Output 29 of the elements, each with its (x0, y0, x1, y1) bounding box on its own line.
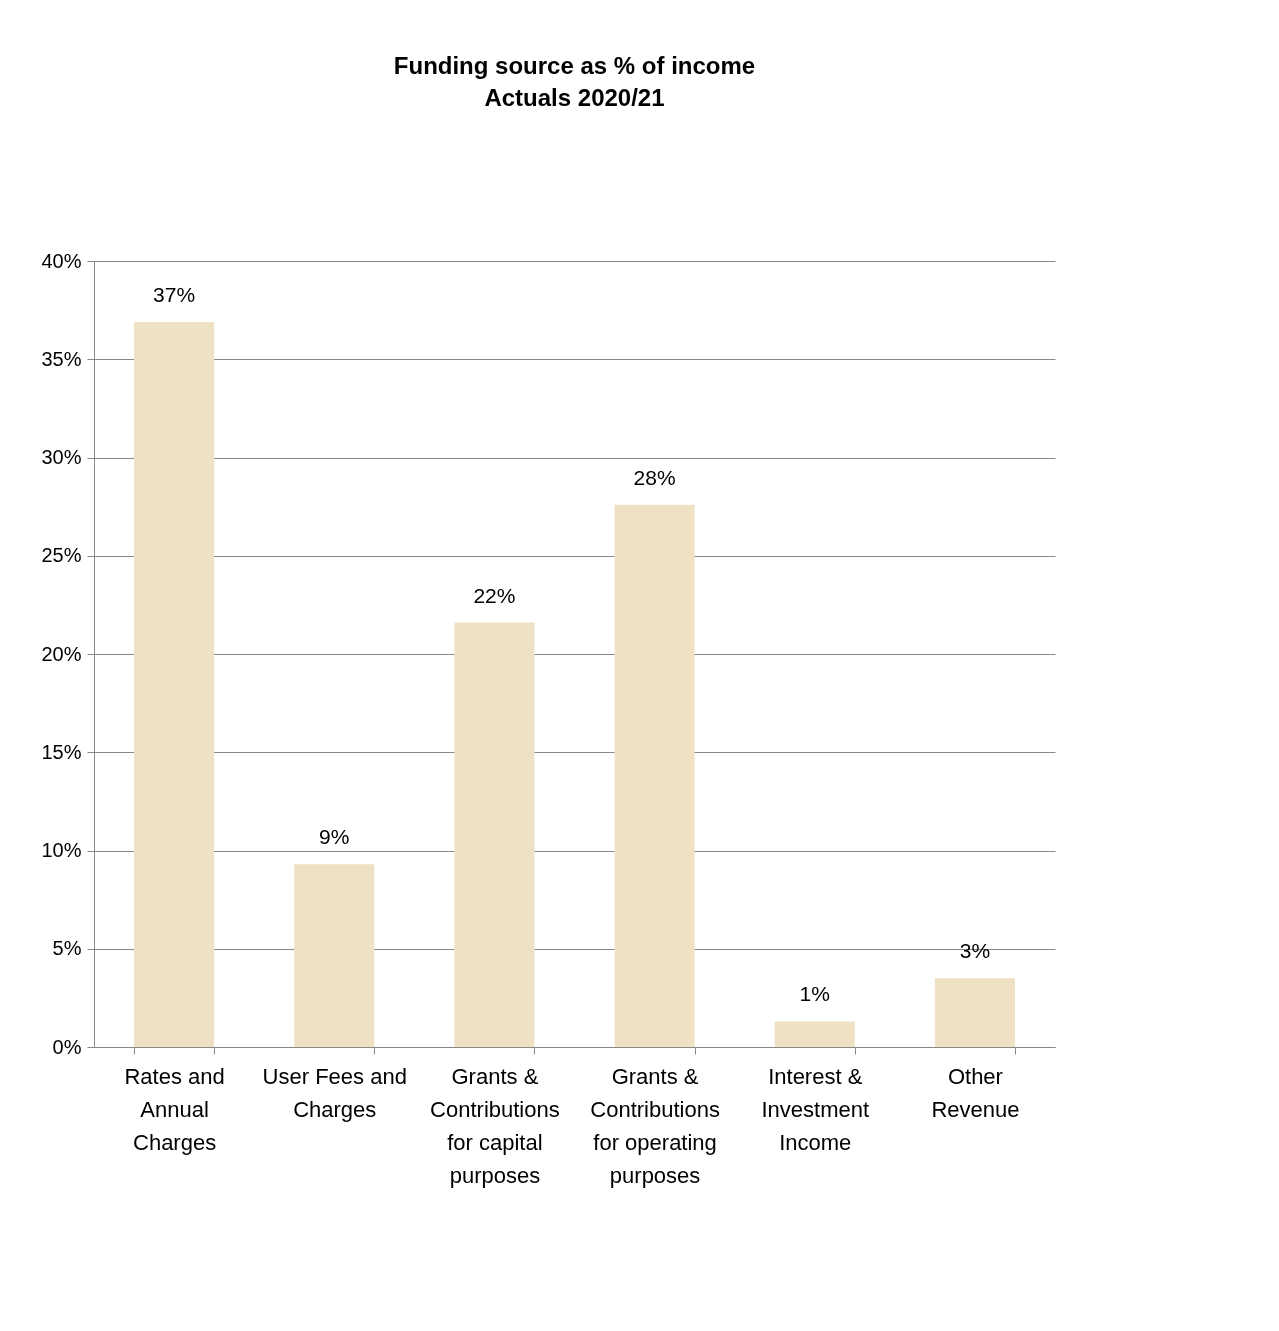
x-tick-label: Grants & Contributions for capital purposes (430, 1063, 560, 1188)
y-tick-label: 5% (52, 937, 82, 960)
x-tick-label: User Fees and Charges (262, 1063, 407, 1122)
chart-subtitle: Actuals 2020/21 (484, 84, 665, 111)
x-tick-label: Interest & Investment Income (761, 1063, 870, 1155)
bar (454, 622, 535, 1047)
data-label: 22% (473, 583, 516, 607)
data-label: 37% (153, 282, 196, 306)
x-tick-label: Grants & Contributions for operating purposes (590, 1063, 720, 1188)
x-tick-label: Other Revenue (931, 1063, 1020, 1122)
data-label: 3% (959, 939, 991, 963)
data-label: 9% (319, 825, 350, 849)
bar (134, 321, 215, 1047)
bar (614, 504, 695, 1047)
bar (934, 978, 1015, 1047)
y-tick-label: 20% (41, 642, 82, 665)
y-tick-label: 35% (41, 347, 82, 370)
y-tick-label: 25% (41, 544, 82, 567)
bar (294, 864, 375, 1047)
data-label: 28% (633, 465, 676, 489)
y-tick-label: 0% (52, 1035, 82, 1058)
chart-title: Funding source as % of income (393, 52, 756, 79)
x-tick-label: Rates and Annual Charges (124, 1063, 225, 1155)
y-tick-label: 30% (41, 446, 82, 468)
y-tick-label: 40% (41, 249, 82, 272)
data-label: 1% (799, 982, 830, 1006)
bar (774, 1021, 855, 1047)
y-tick-label: 10% (41, 839, 82, 861)
y-tick-label: 15% (41, 740, 82, 763)
